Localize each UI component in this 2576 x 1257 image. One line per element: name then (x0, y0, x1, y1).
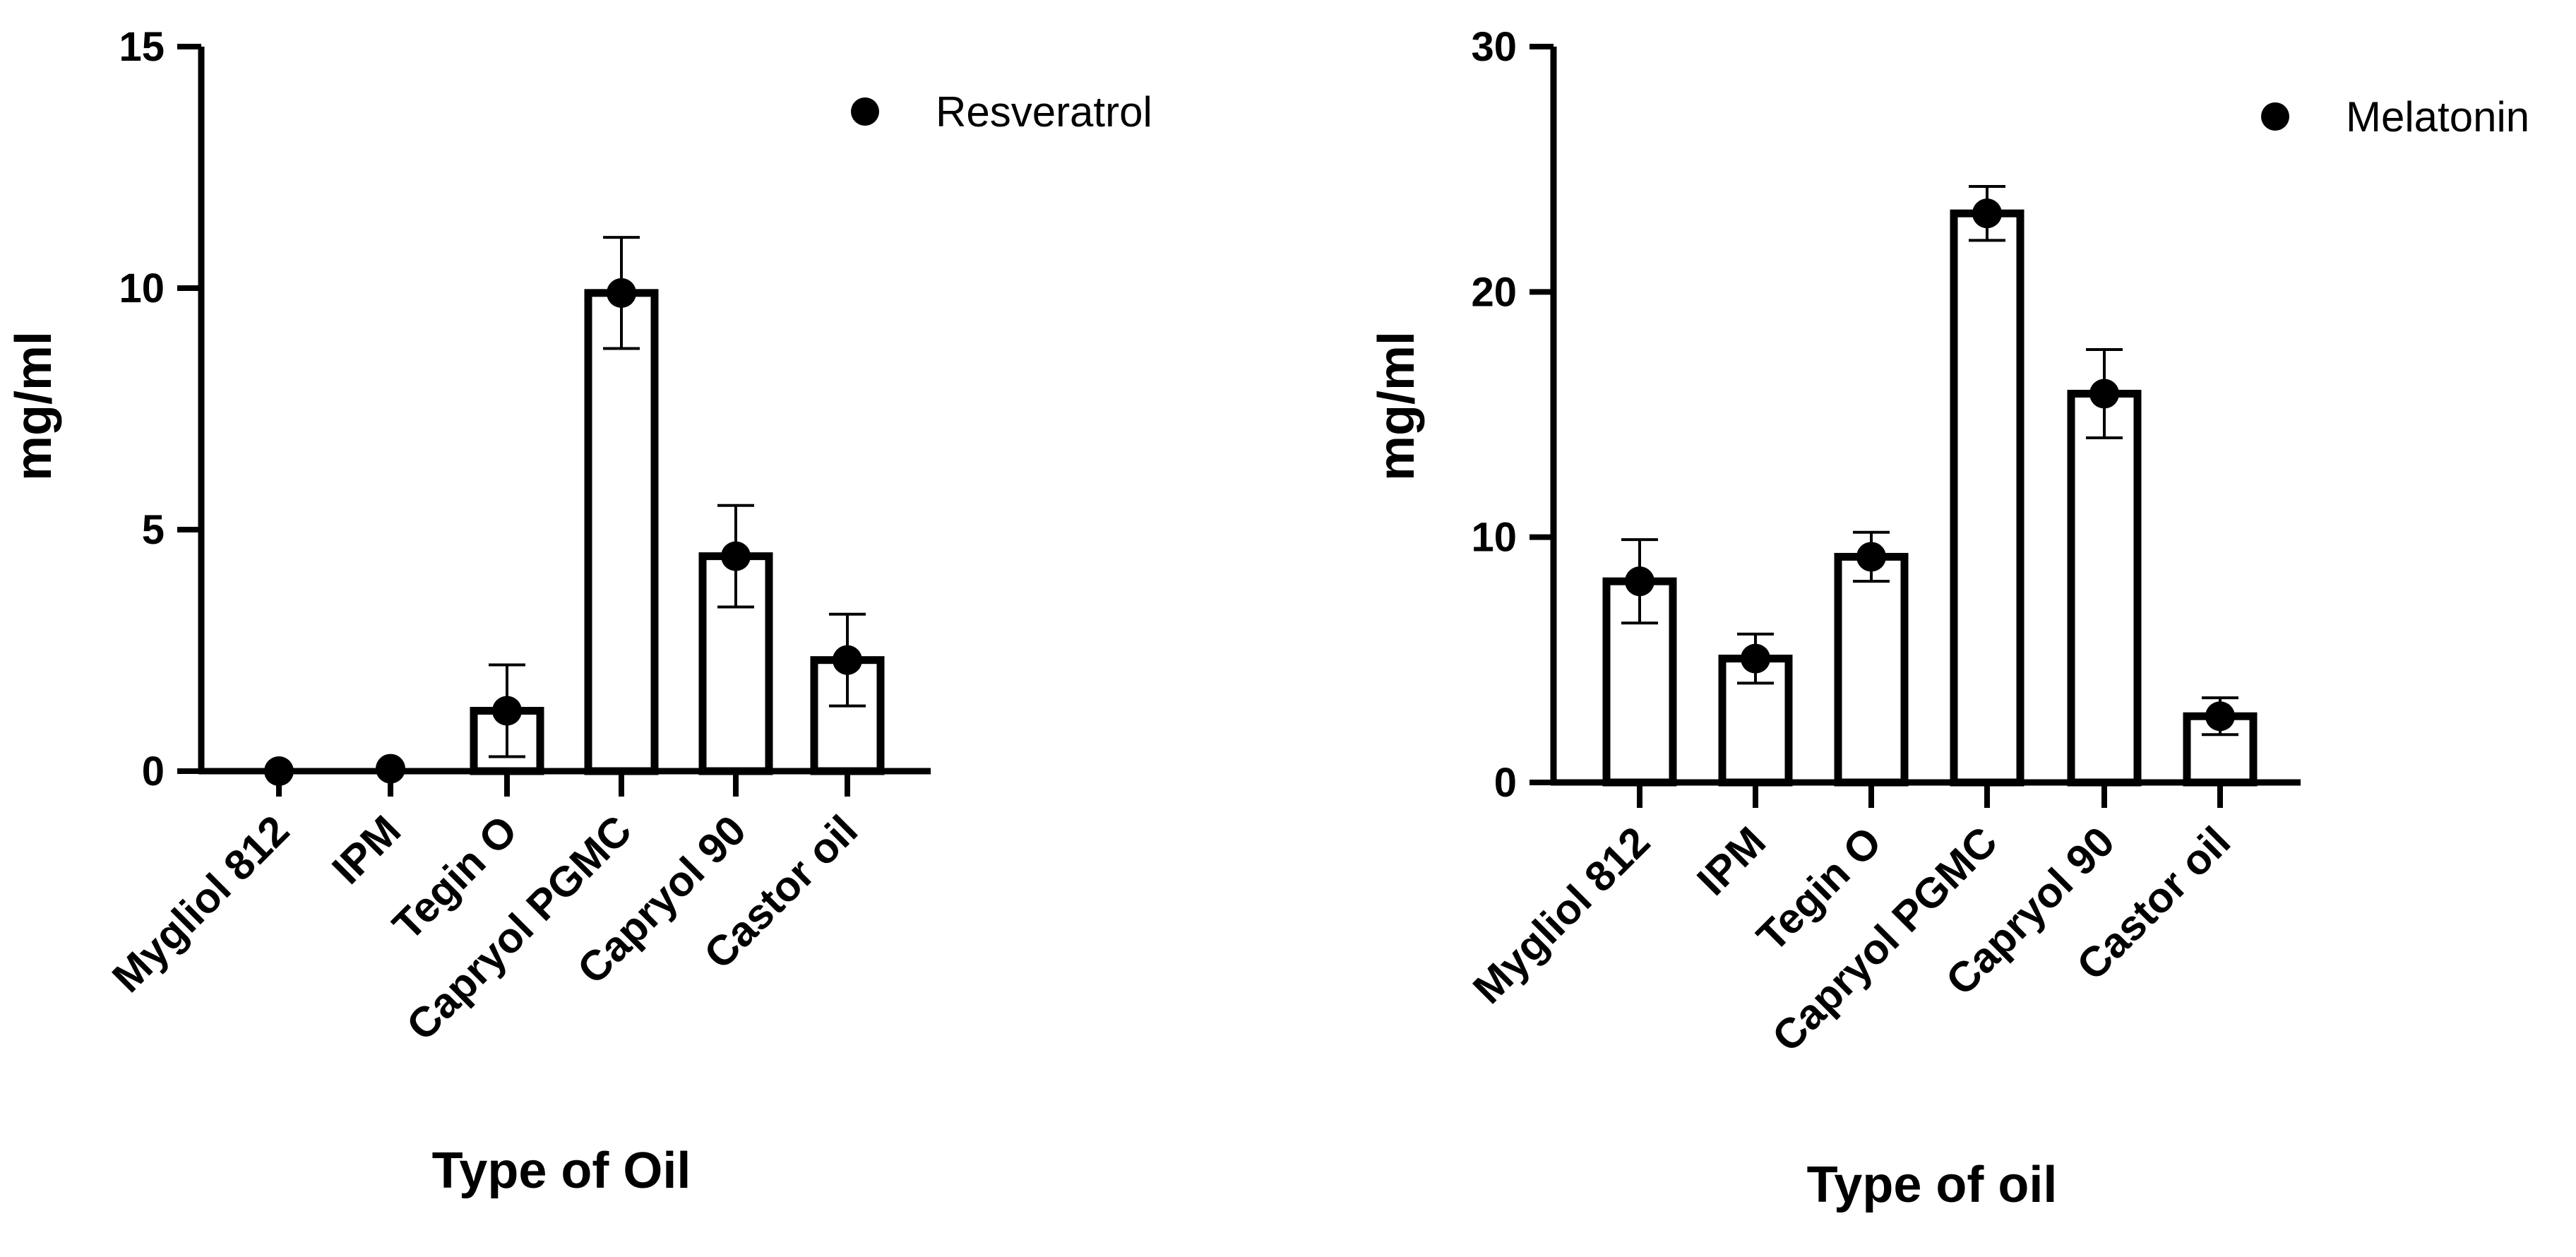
bar (584, 289, 659, 775)
data-point (607, 278, 636, 308)
legend-label: Melatonin (2346, 93, 2529, 141)
y-tick-label: 15 (119, 24, 165, 70)
data-point (1856, 542, 1886, 572)
data-point (2089, 379, 2119, 409)
data-point (376, 753, 405, 784)
y-tick-label: 10 (1471, 515, 1517, 561)
x-axis-title: Type of Oil (432, 1143, 691, 1199)
legend-marker (2261, 102, 2289, 131)
x-tick-label: Mygliol 812 (103, 806, 298, 1001)
data-point (1972, 198, 2002, 229)
x-tick-label: Mygliol 812 (1464, 818, 1659, 1013)
y-axis-title: mg/ml (6, 331, 62, 481)
y-tick-label: 30 (1471, 24, 1517, 70)
x-tick-label: IPM (323, 806, 410, 893)
y-tick-label: 10 (119, 266, 165, 311)
data-point (2205, 701, 2235, 732)
legend: Melatonin (2261, 93, 2529, 141)
y-tick-label: 20 (1471, 269, 1517, 315)
data-point (1741, 643, 1770, 674)
data-point (1625, 566, 1654, 597)
data-point (721, 541, 751, 571)
data-point (492, 696, 522, 726)
legend-marker (851, 97, 879, 126)
x-tick-label: IPM (1688, 818, 1775, 905)
y-axis-title: mg/ml (1368, 331, 1425, 481)
legend-label: Resveratrol (936, 88, 1152, 136)
data-point (833, 645, 862, 675)
bar (1834, 552, 1909, 787)
data-point (264, 756, 294, 786)
bar (1950, 209, 2025, 787)
y-tick-label: 5 (142, 507, 165, 553)
y-tick-label: 0 (142, 749, 165, 794)
x-axis-title: Type of oil (1807, 1157, 2058, 1213)
bar (2067, 389, 2142, 787)
legend: Resveratrol (851, 88, 1152, 136)
y-tick-label: 0 (1494, 760, 1517, 806)
